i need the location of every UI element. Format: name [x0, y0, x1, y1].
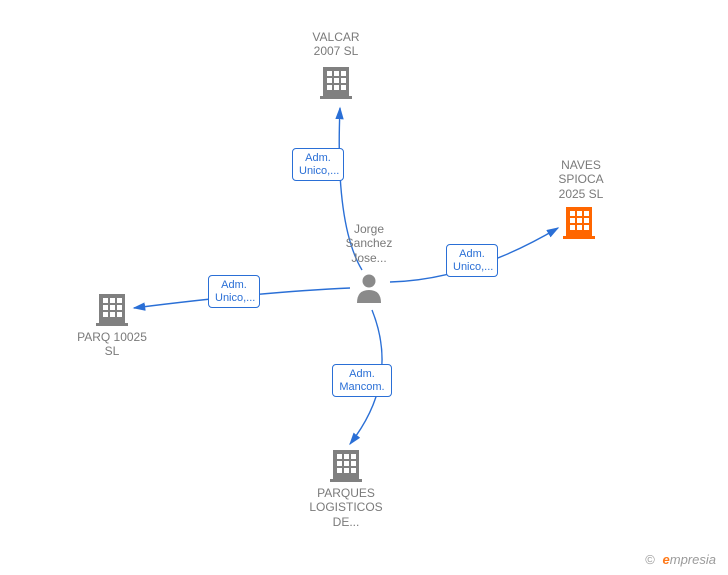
brand-first-letter: e	[663, 552, 670, 567]
node-label-parq: PARQ 10025 SL	[74, 330, 150, 359]
node-line: SPIOCA	[558, 172, 603, 186]
building-icon	[320, 65, 352, 99]
node-line: SL	[105, 344, 120, 358]
copyright-symbol: ©	[645, 552, 655, 567]
node-label-parques: PARQUES LOGISTICOS DE...	[306, 486, 386, 529]
edge-label-line: Adm.	[459, 248, 485, 260]
node-line: PARQ 10025	[77, 330, 147, 344]
edge-label-line: Unico,...	[453, 261, 493, 273]
node-line: 2025 SL	[559, 187, 604, 201]
edge-label-line: Unico,...	[215, 292, 255, 304]
node-line: 2007 SL	[314, 44, 359, 58]
edge-label-line: Adm.	[349, 368, 375, 380]
person-icon	[355, 273, 383, 303]
edge-label-line: Adm.	[221, 279, 247, 291]
center-node-label: Jorge Sanchez Jose...	[339, 222, 399, 265]
edge-label-naves: Adm. Unico,...	[446, 244, 498, 277]
node-line: DE...	[333, 515, 360, 529]
edge-label-line: Unico,...	[299, 165, 339, 177]
edge-label-line: Mancom.	[339, 381, 384, 393]
watermark: © empresia	[645, 552, 716, 567]
edge-label-line: Adm.	[305, 152, 331, 164]
node-line: PARQUES	[317, 486, 375, 500]
center-name: Jorge Sanchez Jose...	[346, 222, 393, 265]
node-label-naves: NAVES SPIOCA 2025 SL	[551, 158, 611, 201]
node-line: NAVES	[561, 158, 601, 172]
building-icon	[330, 448, 362, 482]
node-line: LOGISTICOS	[309, 500, 382, 514]
edge-label-parq: Adm. Unico,...	[208, 275, 260, 308]
building-icon	[563, 205, 595, 239]
brand-name: empresia	[663, 552, 716, 567]
node-label-valcar: VALCAR 2007 SL	[306, 30, 366, 59]
edge-label-parques: Adm. Mancom.	[332, 364, 392, 397]
edge-label-valcar: Adm. Unico,...	[292, 148, 344, 181]
brand-rest: mpresia	[670, 552, 716, 567]
node-line: VALCAR	[312, 30, 359, 44]
building-icon	[96, 292, 128, 326]
